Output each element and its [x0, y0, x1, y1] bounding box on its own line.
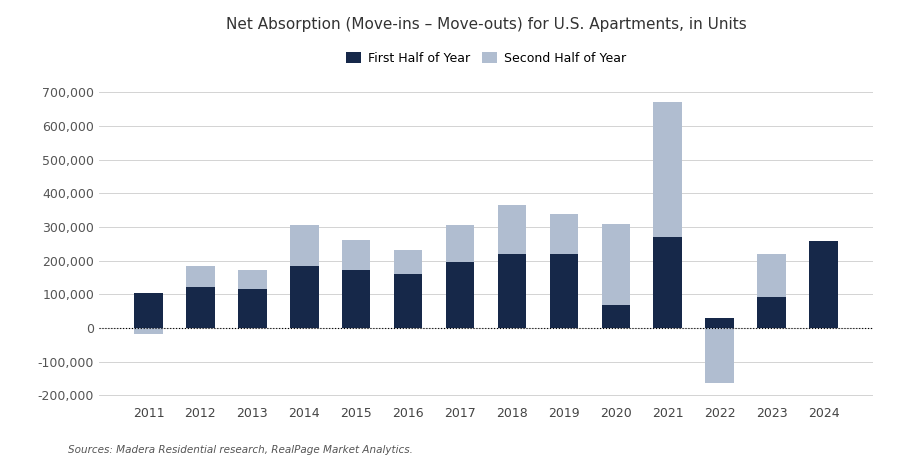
Bar	[186, 287, 215, 328]
Bar	[394, 250, 422, 274]
Bar	[342, 239, 371, 270]
Bar	[706, 328, 734, 383]
Bar	[653, 237, 682, 328]
Bar	[706, 318, 734, 328]
Title: Net Absorption (Move-ins – Move-outs) for U.S. Apartments, in Units: Net Absorption (Move-ins – Move-outs) fo…	[226, 17, 746, 32]
Bar	[757, 254, 786, 297]
Bar	[809, 241, 838, 328]
Bar	[653, 102, 682, 237]
Bar	[446, 225, 474, 262]
Bar	[290, 225, 319, 266]
Text: Sources: Madera Residential research, RealPage Market Analytics.: Sources: Madera Residential research, Re…	[68, 445, 412, 455]
Bar	[601, 223, 630, 305]
Bar	[134, 328, 163, 334]
Bar	[342, 270, 371, 328]
Bar	[238, 289, 266, 328]
Bar	[550, 254, 578, 328]
Bar	[186, 266, 215, 287]
Bar	[550, 214, 578, 254]
Legend: First Half of Year, Second Half of Year: First Half of Year, Second Half of Year	[341, 47, 631, 70]
Bar	[498, 254, 526, 328]
Bar	[134, 293, 163, 328]
Bar	[290, 266, 319, 328]
Bar	[394, 274, 422, 328]
Bar	[238, 270, 266, 289]
Bar	[498, 205, 526, 254]
Bar	[757, 297, 786, 328]
Bar	[601, 305, 630, 328]
Bar	[446, 262, 474, 328]
